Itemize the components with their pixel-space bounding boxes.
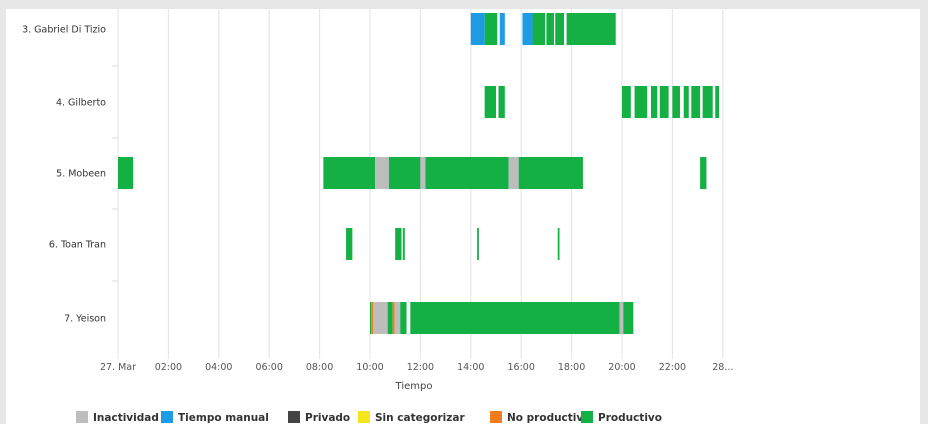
activity-segment-inactividad[interactable] (619, 302, 624, 334)
activity-segment-inactividad[interactable] (508, 157, 519, 189)
x-tick-label: 04:00 (205, 362, 232, 373)
legend-swatch (288, 411, 300, 423)
x-tick-label: 20:00 (608, 362, 635, 373)
activity-segment-prod[interactable] (388, 157, 421, 189)
row-label: 7. Yeison (64, 314, 106, 325)
activity-segment-inactividad[interactable] (375, 157, 389, 189)
x-tick-label: 27. Mar (100, 362, 136, 373)
activity-bars (118, 13, 720, 334)
activity-segment-manual[interactable] (470, 13, 485, 45)
row-label: 5. Mobeen (56, 169, 106, 180)
activity-segment-prod[interactable] (387, 302, 393, 334)
activity-segment-prod[interactable] (532, 13, 546, 45)
activity-segment-prod[interactable] (498, 86, 505, 118)
activity-segment-prod[interactable] (484, 86, 496, 118)
x-tick-label: 12:00 (407, 362, 434, 373)
x-tick-label: 16:00 (508, 362, 535, 373)
x-axis-title: Tiempo (395, 381, 433, 392)
x-tick-label: 22:00 (659, 362, 686, 373)
row-labels: 3. Gabriel Di Tizio 4. Gilberto 5. Mobeen 6… (22, 25, 106, 325)
activity-segment-manual[interactable] (522, 13, 533, 45)
legend: Inactividad Tiempo manual Privado Sin categ… (76, 411, 662, 424)
legend-item-privado[interactable]: Privado (288, 411, 350, 424)
row-label: 3. Gabriel Di Tizio (22, 25, 106, 36)
activity-segment-prod[interactable] (622, 86, 631, 118)
activity-segment-prod[interactable] (518, 157, 583, 189)
activity-segment-prod[interactable] (691, 86, 701, 118)
activity-segment-inactividad[interactable] (420, 157, 426, 189)
x-tick-label: 18:00 (558, 362, 585, 373)
chart-frame: 3. Gabriel Di Tizio 4. Gilberto 5. Mobeen 6… (0, 9, 928, 424)
legend-label: Privado (305, 412, 350, 424)
activity-segment-prod[interactable] (370, 302, 372, 334)
activity-segment-prod[interactable] (566, 13, 616, 45)
legend-item-manual[interactable]: Tiempo manual (161, 411, 269, 424)
activity-segment-prod[interactable] (659, 86, 669, 118)
x-tick-label: 10:00 (356, 362, 383, 373)
x-tick-label: 02:00 (155, 362, 182, 373)
legend-swatch (490, 411, 502, 423)
x-tick-label: 08:00 (306, 362, 333, 373)
activity-segment-prod[interactable] (650, 86, 658, 118)
legend-swatch (161, 411, 173, 423)
legend-swatch (358, 411, 370, 423)
legend-item-inactividad[interactable]: Inactividad (76, 411, 159, 424)
activity-segment-prod[interactable] (477, 228, 479, 260)
x-tick-label: 06:00 (256, 362, 283, 373)
row-label: 6. Toan Tran (49, 240, 106, 251)
activity-segment-noprod[interactable] (392, 302, 395, 334)
activity-segment-prod[interactable] (700, 157, 707, 189)
legend-item-sincat[interactable]: Sin categorizar (358, 411, 465, 424)
legend-label: Inactividad (93, 412, 159, 424)
activity-segment-prod[interactable] (400, 302, 407, 334)
legend-label: Productivo (598, 412, 662, 424)
activity-segment-prod[interactable] (323, 157, 376, 189)
x-axis-ticks: 27. Mar 02:00 04:00 06:00 08:00 10:00 12:00 14:… (100, 362, 733, 373)
legend-label: Sin categorizar (375, 412, 465, 424)
activity-segment-prod[interactable] (484, 13, 498, 45)
activity-segment-inactividad[interactable] (373, 302, 388, 334)
activity-segment-prod[interactable] (402, 228, 405, 260)
activity-segment-prod[interactable] (555, 13, 565, 45)
row-label: 4. Gilberto (56, 98, 106, 109)
activity-segment-prod[interactable] (634, 86, 648, 118)
activity-segment-prod[interactable] (546, 13, 554, 45)
timeline-chart: 3. Gabriel Di Tizio 4. Gilberto 5. Mobeen 6… (22, 9, 733, 424)
activity-segment-prod[interactable] (683, 86, 689, 118)
legend-item-prod[interactable]: Productivo (581, 411, 662, 424)
activity-segment-prod[interactable] (702, 86, 713, 118)
legend-item-noprod[interactable]: No productivo (490, 411, 590, 424)
x-tick-label: 14:00 (457, 362, 484, 373)
activity-segment-prod[interactable] (410, 302, 620, 334)
activity-segment-prod[interactable] (118, 157, 134, 189)
activity-segment-inactividad[interactable] (394, 302, 401, 334)
activity-segment-prod[interactable] (557, 228, 560, 260)
activity-segment-prod[interactable] (346, 228, 353, 260)
legend-swatch (581, 411, 593, 423)
activity-segment-prod[interactable] (425, 157, 509, 189)
x-tick-label: 28... (712, 362, 733, 373)
activity-segment-noprod[interactable] (371, 302, 374, 334)
legend-label: No productivo (507, 412, 590, 424)
legend-swatch (76, 411, 88, 423)
activity-segment-manual[interactable] (499, 13, 505, 45)
activity-segment-prod[interactable] (672, 86, 680, 118)
activity-segment-prod[interactable] (715, 86, 720, 118)
legend-label: Tiempo manual (178, 412, 269, 424)
activity-segment-prod[interactable] (395, 228, 402, 260)
activity-segment-prod[interactable] (623, 302, 634, 334)
